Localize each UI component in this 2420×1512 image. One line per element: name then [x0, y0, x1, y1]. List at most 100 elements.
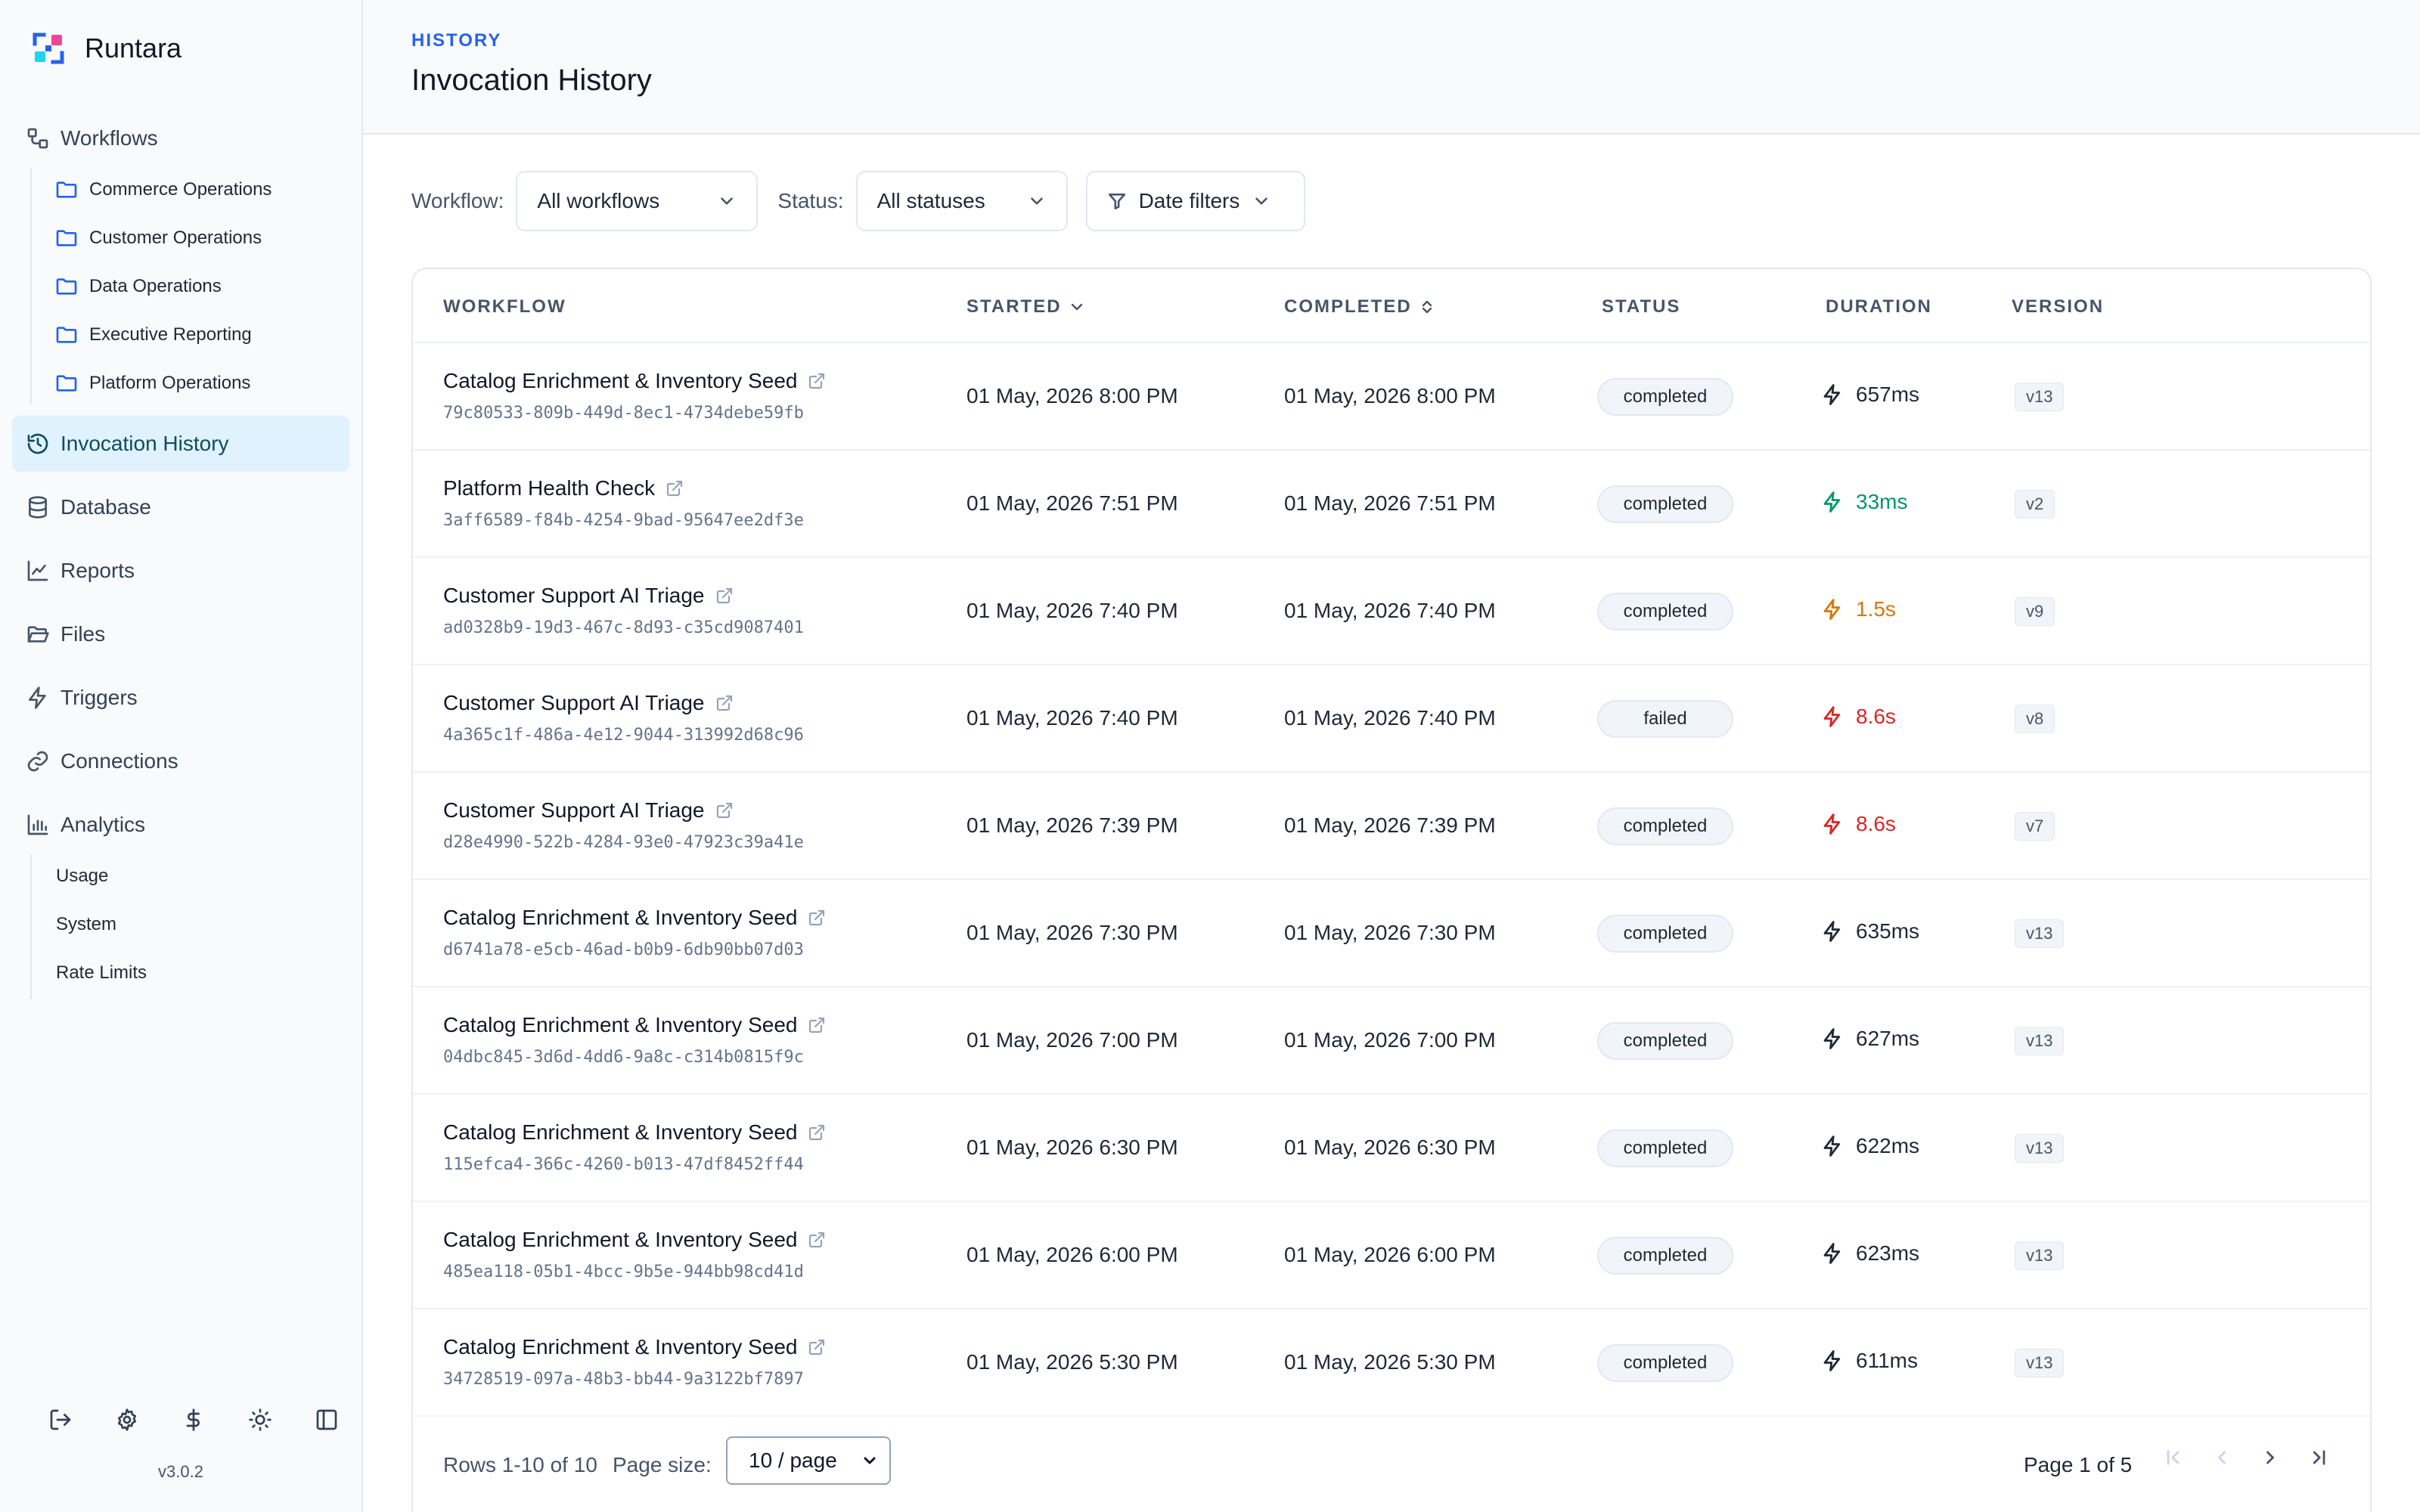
invocation-id: ad0328b9-19d3-467c-8d93-c35cd9087401 [443, 618, 804, 637]
status-filter-select[interactable]: All statuses [855, 171, 1068, 231]
folder-commerce-operations[interactable]: Commerce Operations [54, 171, 271, 209]
table-row[interactable]: Catalog Enrichment & Inventory Seed 34728… [413, 1309, 2370, 1417]
started-time: 01 May, 2026 7:00 PM [966, 1028, 1178, 1052]
folder-executive-reporting[interactable]: Executive Reporting [54, 316, 252, 354]
table-row[interactable]: Customer Support AI Triage d28e4990-522b-… [413, 773, 2370, 880]
completed-time: 01 May, 2026 5:30 PM [1284, 1350, 1496, 1374]
workflow-name-link[interactable]: Catalog Enrichment & Inventory Seed [443, 369, 826, 393]
subitem-label: System [56, 914, 117, 934]
folder-platform-operations[interactable]: Platform Operations [54, 364, 250, 402]
duration: 657ms [1821, 383, 1919, 407]
sidebar-item-database[interactable]: Database [12, 479, 349, 535]
workflow-name-link[interactable]: Customer Support AI Triage [443, 691, 734, 715]
first-page-button[interactable] [2161, 1445, 2186, 1470]
invocation-id: 3aff6589-f84b-4254-9bad-95647ee2df3e [443, 511, 804, 530]
lightning-icon [1823, 384, 1841, 405]
subitem-label: Usage [56, 866, 109, 886]
settings-icon[interactable] [113, 1406, 141, 1433]
column-label: STATUS [1602, 296, 1681, 317]
workflow-name: Catalog Enrichment & Inventory Seed [443, 1013, 798, 1036]
workflow-name-link[interactable]: Catalog Enrichment & Inventory Seed [443, 1013, 826, 1037]
column-header-version: VERSION [2012, 296, 2104, 318]
duration: 635ms [1821, 919, 1919, 943]
invocation-id: 79c80533-809b-449d-8ec1-4734debe59fb [443, 404, 804, 423]
column-label: WORKFLOW [443, 296, 566, 317]
status-badge: completed [1597, 593, 1733, 631]
prev-page-button[interactable] [2210, 1445, 2234, 1470]
dollar-icon[interactable] [180, 1406, 207, 1433]
workflow-name-link[interactable]: Catalog Enrichment & Inventory Seed [443, 1120, 826, 1145]
sort-desc-icon [1071, 303, 1082, 311]
sidebar-subitem-rate-limits[interactable]: Rate Limits [56, 954, 147, 992]
workflow-name-link[interactable]: Catalog Enrichment & Inventory Seed [443, 1228, 826, 1252]
lightning-icon [1823, 706, 1841, 727]
external-link-icon[interactable] [715, 801, 734, 820]
main-content: HISTORY Invocation History Workflow: All… [363, 0, 2420, 1512]
external-link-icon[interactable] [715, 694, 734, 712]
analytics-subnav: Usage System Rate Limits [30, 854, 147, 999]
external-link-icon[interactable] [808, 1016, 826, 1034]
workflow-name: Catalog Enrichment & Inventory Seed [443, 1120, 798, 1144]
duration: 8.6s [1821, 812, 1896, 836]
date-filters-button[interactable]: Date filters [1085, 171, 1305, 231]
external-link-icon[interactable] [808, 1123, 826, 1142]
external-link-icon[interactable] [808, 1338, 826, 1356]
sidebar-item-triggers[interactable]: Triggers [12, 670, 349, 726]
folder-icon [56, 375, 77, 392]
workflow-name-link[interactable]: Platform Health Check [443, 476, 684, 500]
folder-data-operations[interactable]: Data Operations [54, 268, 222, 305]
invocation-id: 04dbc845-3d6d-4dd6-9a8c-c314b0815f9c [443, 1048, 804, 1067]
history-icon [27, 433, 48, 454]
sidebar-item-files[interactable]: Files [12, 606, 349, 662]
chevrons-right-icon [2313, 1450, 2325, 1465]
sidebar-item-connections[interactable]: Connections [12, 733, 349, 789]
workflow-name-link[interactable]: Customer Support AI Triage [443, 798, 734, 823]
duration: 8.6s [1821, 705, 1896, 729]
lightning-icon [29, 686, 46, 709]
folder-customer-operations[interactable]: Customer Operations [54, 219, 262, 257]
sun-icon[interactable] [247, 1406, 274, 1433]
sidebar-item-invocation-history[interactable]: Invocation History [12, 416, 349, 472]
workflow-name-link[interactable]: Catalog Enrichment & Inventory Seed [443, 906, 826, 930]
table-row[interactable]: Catalog Enrichment & Inventory Seed 04dbc… [413, 987, 2370, 1095]
sidebar-item-workflows[interactable]: Workflows [12, 110, 349, 166]
column-header-completed[interactable]: COMPLETED [1284, 296, 1436, 318]
next-page-button[interactable] [2258, 1445, 2282, 1470]
version-badge: v13 [2015, 1349, 2065, 1377]
sidebar-subitem-system[interactable]: System [56, 906, 116, 943]
workflow-folders: Commerce Operations Customer Operations … [30, 168, 271, 404]
external-link-icon[interactable] [666, 479, 684, 497]
workflow-name-link[interactable]: Catalog Enrichment & Inventory Seed [443, 1335, 826, 1359]
page-size-select[interactable]: 10 / page [726, 1436, 891, 1485]
workflow-filter-select[interactable]: All workflows [516, 171, 759, 231]
external-link-icon[interactable] [808, 909, 826, 927]
panel-toggle-icon[interactable] [313, 1406, 340, 1433]
workflow-name-link[interactable]: Customer Support AI Triage [443, 584, 734, 608]
status-badge: completed [1597, 807, 1733, 845]
brand[interactable]: Runtara [30, 27, 182, 70]
table-row[interactable]: Catalog Enrichment & Inventory Seed 115ef… [413, 1095, 2370, 1202]
external-link-icon[interactable] [715, 587, 734, 605]
duration-value: 657ms [1856, 383, 1920, 406]
chevron-down-icon [1030, 197, 1043, 205]
sidebar-subitem-usage[interactable]: Usage [56, 857, 108, 895]
sidebar-item-reports[interactable]: Reports [12, 543, 349, 599]
duration-value: 8.6s [1856, 812, 1896, 835]
table-row[interactable]: Catalog Enrichment & Inventory Seed 485ea… [413, 1202, 2370, 1309]
column-header-duration: DURATION [1826, 296, 1932, 318]
completed-time: 01 May, 2026 7:40 PM [1284, 599, 1496, 622]
external-link-icon[interactable] [808, 372, 826, 390]
started-time: 01 May, 2026 7:51 PM [966, 491, 1178, 515]
table-row[interactable]: Catalog Enrichment & Inventory Seed 79c80… [413, 343, 2370, 451]
column-header-started[interactable]: STARTED [966, 296, 1086, 318]
status-badge: failed [1597, 700, 1733, 738]
sidebar-item-analytics[interactable]: Analytics [12, 797, 349, 853]
table-row[interactable]: Catalog Enrichment & Inventory Seed d6741… [413, 880, 2370, 987]
lightning-icon [1823, 921, 1841, 942]
external-link-icon[interactable] [808, 1231, 826, 1249]
logout-icon[interactable] [47, 1406, 74, 1433]
last-page-button[interactable] [2307, 1445, 2331, 1470]
table-row[interactable]: Platform Health Check 3aff6589-f84b-4254-… [413, 451, 2370, 558]
table-row[interactable]: Customer Support AI Triage ad0328b9-19d3-… [413, 558, 2370, 665]
table-row[interactable]: Customer Support AI Triage 4a365c1f-486a-… [413, 665, 2370, 773]
